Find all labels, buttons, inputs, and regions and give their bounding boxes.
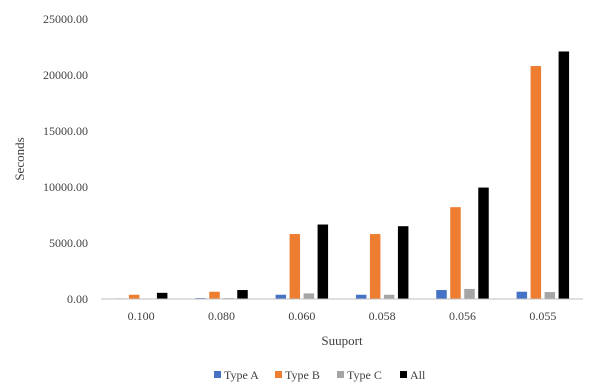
x-tick-label: 0.060: [288, 309, 315, 323]
y-tick-label: 5000.00: [49, 236, 88, 250]
bar-type-a-0.055: [516, 291, 528, 299]
bar-all-0.100: [156, 292, 168, 299]
legend-item-all: All: [400, 368, 426, 382]
legend-item-type-c: Type C: [337, 368, 382, 382]
y-tick-labels: 0.00 5000.00 10000.00 15000.00 20000.00 25000…: [43, 12, 88, 306]
x-tick-label: 0.056: [449, 309, 476, 323]
y-tick-label: 0.00: [67, 292, 88, 306]
bar-type-c-0.060: [303, 293, 315, 299]
bar-all-0.080: [237, 290, 248, 299]
bar-all-0.055: [558, 51, 570, 300]
legend-swatch: [337, 371, 344, 378]
legend-swatch: [214, 371, 221, 378]
legend-swatch: [400, 371, 407, 378]
bar-type-b-0.060: [289, 234, 301, 299]
bar-type-c-0.055: [544, 292, 556, 299]
bar-type-c-0.058: [383, 294, 395, 299]
y-tick-label: 25000.00: [43, 12, 88, 26]
bar-all-0.060: [317, 224, 329, 299]
legend-label: Type C: [347, 368, 382, 382]
legend-item-type-b: Type B: [275, 368, 320, 382]
x-tick-label: 0.100: [128, 309, 155, 323]
legend-item-type-a: Type A: [214, 368, 259, 382]
bar-type-c-0.056: [464, 288, 475, 299]
legend: Type A Type B Type C All: [214, 368, 426, 382]
y-tick-label: 20000.00: [43, 68, 88, 82]
y-axis-title: Seconds: [12, 137, 27, 180]
bar-type-a-0.058: [355, 294, 367, 299]
bars-group: [114, 51, 570, 300]
legend-label: Type A: [224, 368, 259, 382]
bar-type-b-0.056: [450, 207, 461, 299]
x-tick-label: 0.055: [529, 309, 556, 323]
bar-type-a-0.056: [436, 290, 447, 299]
bar-type-b-0.100: [128, 294, 140, 299]
x-tick-labels: 0.100 0.080 0.060 0.058 0.056 0.055: [128, 309, 557, 323]
legend-label: Type B: [285, 368, 320, 382]
bar-type-a-0.060: [275, 294, 287, 299]
y-tick-label: 10000.00: [43, 180, 88, 194]
x-tick-label: 0.080: [208, 309, 235, 323]
y-tick-label: 15000.00: [43, 124, 88, 138]
bar-type-b-0.055: [530, 66, 542, 299]
bar-all-0.058: [397, 226, 409, 299]
legend-label: All: [410, 368, 426, 382]
bar-type-b-0.080: [209, 291, 220, 299]
x-axis-title: Suuport: [321, 333, 363, 348]
bar-all-0.056: [478, 187, 489, 299]
bar-type-b-0.058: [369, 234, 381, 299]
legend-swatch: [275, 371, 282, 378]
x-tick-label: 0.058: [369, 309, 396, 323]
